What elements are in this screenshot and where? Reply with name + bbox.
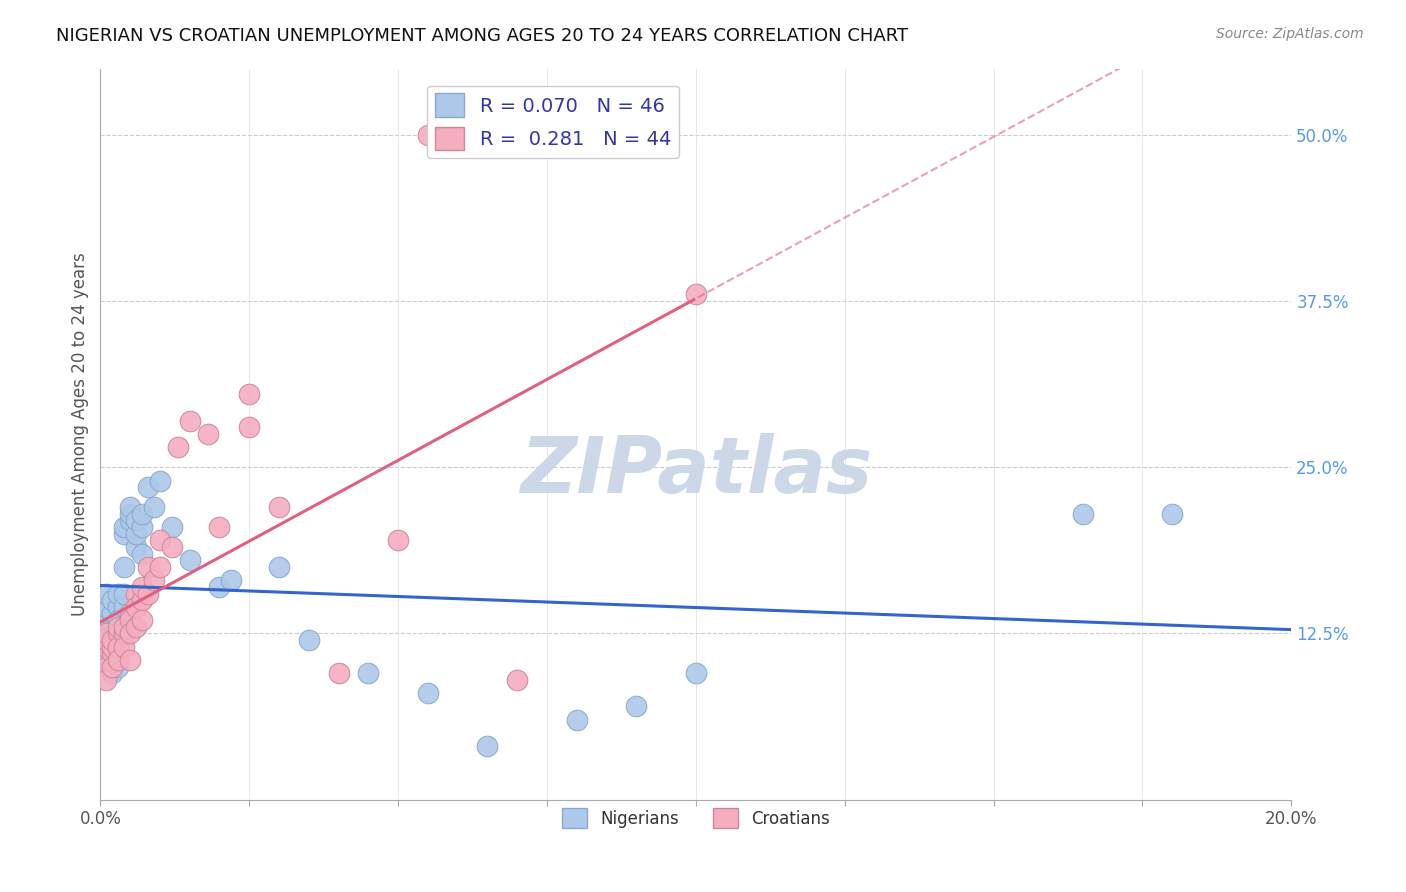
Point — [120, 500, 142, 515]
Point — [131, 507, 153, 521]
Point — [101, 659, 124, 673]
Point — [107, 646, 129, 660]
Point — [107, 626, 129, 640]
Point — [96, 599, 118, 614]
Point — [238, 420, 260, 434]
Point — [131, 580, 153, 594]
Point — [477, 739, 499, 754]
Point — [136, 560, 159, 574]
Point — [101, 640, 124, 654]
Text: NIGERIAN VS CROATIAN UNEMPLOYMENT AMONG AGES 20 TO 24 YEARS CORRELATION CHART: NIGERIAN VS CROATIAN UNEMPLOYMENT AMONG … — [56, 27, 908, 45]
Point — [107, 599, 129, 614]
Point — [131, 613, 153, 627]
Point — [96, 626, 118, 640]
Point — [131, 547, 153, 561]
Point — [208, 580, 231, 594]
Point — [112, 560, 135, 574]
Point — [197, 427, 219, 442]
Point — [626, 699, 648, 714]
Point — [120, 626, 142, 640]
Point — [298, 633, 321, 648]
Point — [125, 620, 148, 634]
Point — [101, 607, 124, 621]
Point — [120, 513, 142, 527]
Point — [112, 586, 135, 600]
Point — [101, 646, 124, 660]
Point — [96, 633, 118, 648]
Point — [149, 560, 172, 574]
Point — [107, 626, 129, 640]
Point — [96, 659, 118, 673]
Point — [506, 673, 529, 687]
Point — [131, 593, 153, 607]
Point — [125, 526, 148, 541]
Point — [125, 540, 148, 554]
Point — [160, 520, 183, 534]
Point — [416, 686, 439, 700]
Point — [1071, 507, 1094, 521]
Legend: Nigerians, Croatians: Nigerians, Croatians — [555, 801, 837, 835]
Point — [107, 613, 129, 627]
Point — [112, 599, 135, 614]
Point — [101, 593, 124, 607]
Point — [107, 653, 129, 667]
Point — [120, 653, 142, 667]
Point — [387, 533, 409, 548]
Point — [1161, 507, 1184, 521]
Point — [238, 387, 260, 401]
Point — [112, 640, 135, 654]
Point — [142, 500, 165, 515]
Point — [267, 500, 290, 515]
Point — [96, 586, 118, 600]
Point — [685, 287, 707, 301]
Point — [149, 474, 172, 488]
Point — [101, 620, 124, 634]
Point — [112, 620, 135, 634]
Point — [267, 560, 290, 574]
Point — [166, 440, 188, 454]
Point — [149, 533, 172, 548]
Point — [96, 653, 118, 667]
Text: ZIPatlas: ZIPatlas — [520, 433, 872, 508]
Point — [120, 613, 142, 627]
Point — [107, 659, 129, 673]
Point — [142, 573, 165, 587]
Point — [112, 520, 135, 534]
Point — [179, 553, 201, 567]
Point — [125, 586, 148, 600]
Point — [221, 573, 243, 587]
Point — [160, 540, 183, 554]
Point — [107, 620, 129, 634]
Y-axis label: Unemployment Among Ages 20 to 24 years: Unemployment Among Ages 20 to 24 years — [72, 252, 89, 615]
Point — [96, 613, 118, 627]
Point — [179, 414, 201, 428]
Point — [120, 507, 142, 521]
Point — [328, 666, 350, 681]
Point — [107, 586, 129, 600]
Point — [112, 626, 135, 640]
Point — [96, 673, 118, 687]
Point — [416, 128, 439, 142]
Point — [136, 586, 159, 600]
Point — [96, 640, 118, 654]
Point — [685, 666, 707, 681]
Point — [125, 513, 148, 527]
Point — [101, 666, 124, 681]
Point — [357, 666, 380, 681]
Point — [208, 520, 231, 534]
Point — [107, 640, 129, 654]
Point — [101, 646, 124, 660]
Point — [120, 607, 142, 621]
Point — [136, 480, 159, 494]
Point — [101, 633, 124, 648]
Point — [112, 526, 135, 541]
Point — [125, 599, 148, 614]
Text: Source: ZipAtlas.com: Source: ZipAtlas.com — [1216, 27, 1364, 41]
Point — [565, 713, 588, 727]
Point — [131, 520, 153, 534]
